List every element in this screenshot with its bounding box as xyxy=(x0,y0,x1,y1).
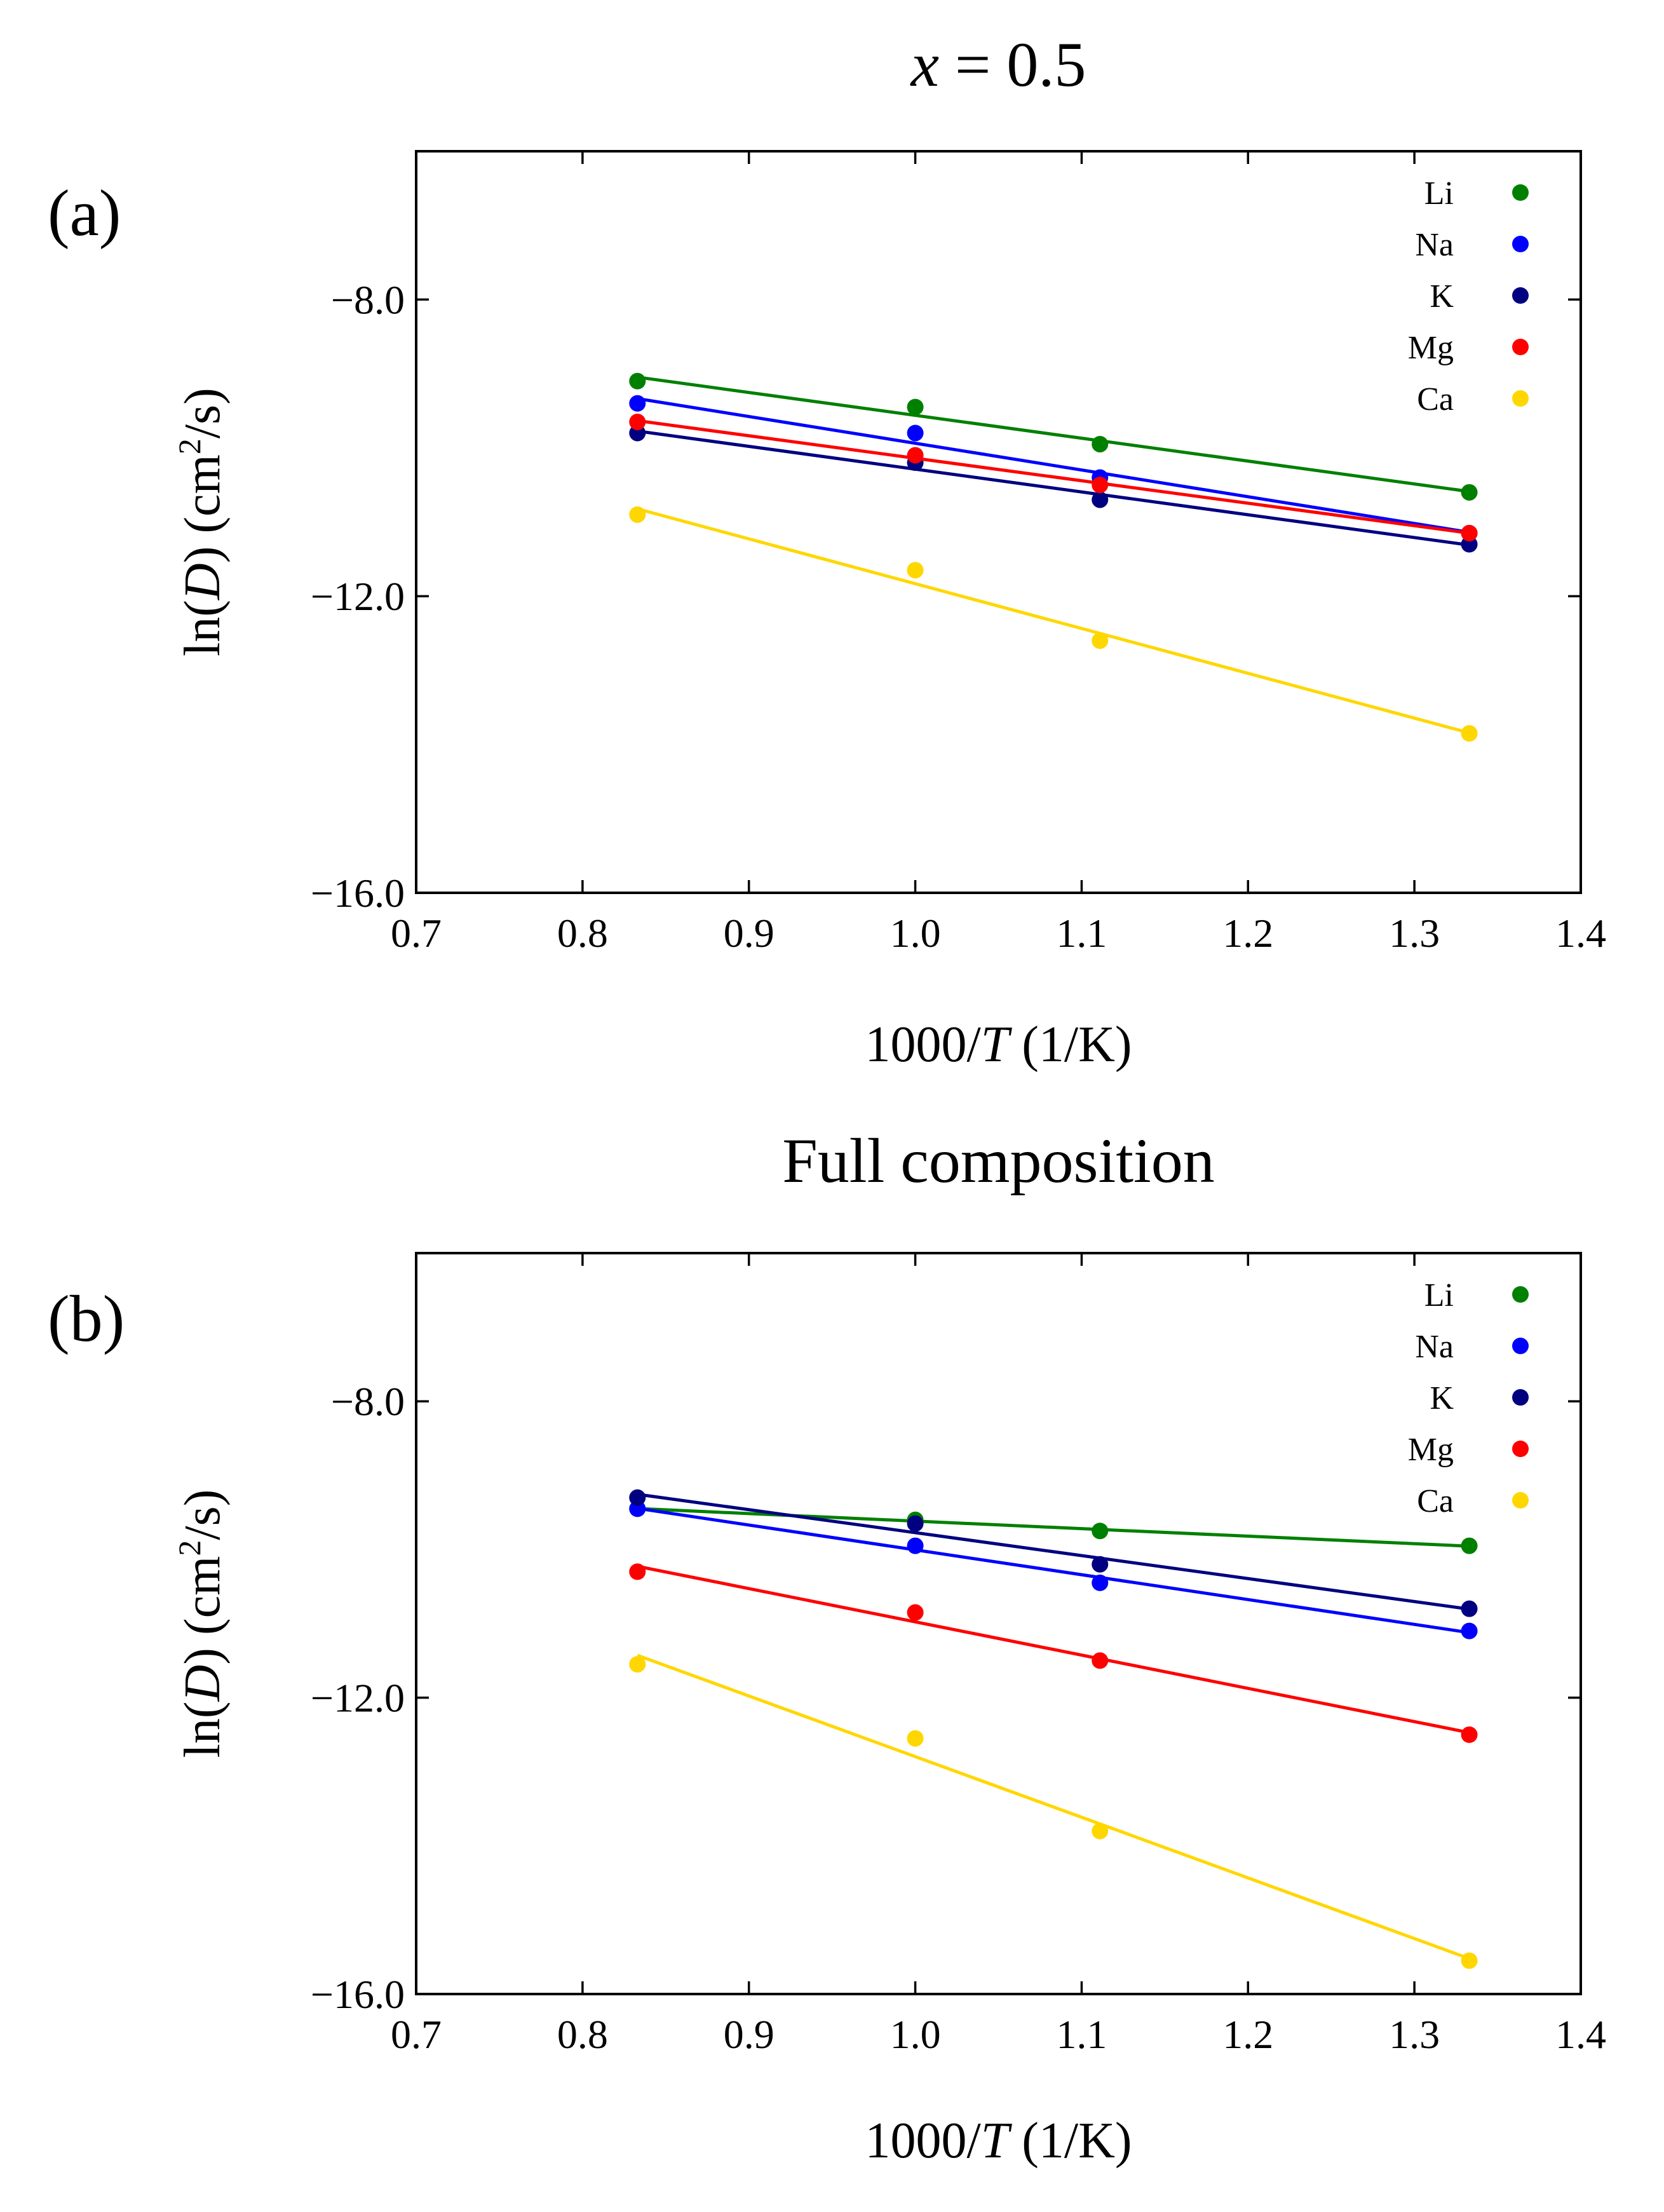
data-point-mg xyxy=(1461,1726,1478,1743)
data-point-mg xyxy=(1092,477,1109,494)
fit-line-ca xyxy=(637,507,1470,735)
legend-marker-na xyxy=(1512,236,1529,252)
data-point-mg xyxy=(907,447,924,464)
data-point-ca xyxy=(907,562,924,579)
legend-label-ca: Ca xyxy=(1417,381,1454,417)
panel-label: (a) xyxy=(48,177,121,250)
plot-frame xyxy=(415,1252,1582,1995)
data-point-k xyxy=(1092,1556,1109,1573)
fit-line-na xyxy=(637,397,1470,534)
data-point-mg xyxy=(629,1563,646,1580)
data-point-mg xyxy=(629,413,646,430)
x-tick-label: 1.0 xyxy=(890,2012,941,2057)
x-tick-label: 1.3 xyxy=(1389,2012,1440,2057)
data-point-ca xyxy=(1461,725,1478,742)
data-point-k xyxy=(1092,491,1109,508)
data-point-na xyxy=(629,395,646,412)
legend-marker-k xyxy=(1512,1389,1529,1406)
fit-line-mg xyxy=(637,419,1470,535)
legend-marker-mg xyxy=(1512,1441,1529,1457)
data-point-k xyxy=(1461,1600,1478,1617)
x-tick-label: 0.7 xyxy=(391,911,442,956)
data-point-mg xyxy=(1092,1652,1109,1669)
legend-label-mg: Mg xyxy=(1408,330,1454,366)
data-point-na xyxy=(907,424,924,442)
data-point-ca xyxy=(1461,1952,1478,1969)
data-point-mg xyxy=(1461,525,1478,542)
x-tick-label: 1.3 xyxy=(1389,911,1440,956)
legend-label-k: K xyxy=(1430,1380,1454,1416)
x-tick-label: 1.1 xyxy=(1056,911,1107,956)
legend-label-k: K xyxy=(1430,278,1454,315)
data-point-na xyxy=(1461,1622,1478,1639)
legend-label-li: Li xyxy=(1424,1277,1454,1313)
data-point-li xyxy=(1092,1523,1109,1540)
x-tick-label: 0.9 xyxy=(724,2012,775,2057)
fit-line-na xyxy=(637,1507,1470,1634)
chart-title-text: Full composition xyxy=(782,1125,1215,1196)
legend-marker-li xyxy=(1512,184,1529,201)
chart-panel-0: x = 0.5 (a) 0.7 0.8 0.9 1.0 1.1 1.2 1.3 1.4 −16.0 −… xyxy=(48,29,1606,1073)
x-tick-label: 0.8 xyxy=(557,2012,608,2057)
plot-frame xyxy=(415,150,1582,894)
data-point-li xyxy=(1461,1537,1478,1554)
data-point-li xyxy=(1092,435,1109,452)
y-tick-label: −8.0 xyxy=(331,277,405,322)
x-tick-label: 1.4 xyxy=(1555,2012,1606,2057)
legend-marker-k xyxy=(1512,287,1529,304)
x-tick-label: 1.4 xyxy=(1555,911,1606,956)
chart-title-text: = 0.5 xyxy=(939,29,1086,100)
x-tick-label: 0.9 xyxy=(724,911,775,956)
legend-marker-mg xyxy=(1512,339,1529,355)
y-tick-label: −8.0 xyxy=(331,1379,405,1424)
legend-marker-ca xyxy=(1512,390,1529,407)
y-tick-label: −12.0 xyxy=(311,574,405,619)
data-point-ca xyxy=(1092,1822,1109,1840)
data-point-li xyxy=(907,398,924,416)
x-tick-label: 1.0 xyxy=(890,911,941,956)
x-tick-label: 0.8 xyxy=(557,911,608,956)
x-tick-label: 1.2 xyxy=(1222,2012,1273,2057)
panel-label: (b) xyxy=(48,1282,125,1355)
data-point-na xyxy=(1092,1574,1109,1591)
y-tick-label: −16.0 xyxy=(311,871,405,916)
x-axis-title: 1000/T (1/K) xyxy=(865,1017,1132,1073)
x-tick-label: 0.7 xyxy=(391,2012,442,2057)
fit-line-k xyxy=(637,429,1470,547)
data-point-ca xyxy=(1092,632,1109,649)
legend-label-mg: Mg xyxy=(1408,1432,1454,1468)
legend-label-li: Li xyxy=(1424,175,1454,212)
data-point-ca xyxy=(629,506,646,523)
y-tick-label: −12.0 xyxy=(311,1676,405,1721)
data-point-k xyxy=(907,1515,924,1532)
chart-title: x = 0.5 xyxy=(910,29,1086,100)
y-tick-label: −16.0 xyxy=(311,1972,405,2017)
chart-title: Full composition xyxy=(782,1125,1215,1196)
data-point-ca xyxy=(907,1730,924,1747)
y-axis-title: ln(D) (cm2/s) xyxy=(172,388,231,656)
data-point-na xyxy=(907,1537,924,1554)
data-point-li xyxy=(1461,484,1478,501)
legend-marker-na xyxy=(1512,1338,1529,1354)
fit-line-li xyxy=(637,376,1470,493)
data-point-k xyxy=(629,1489,646,1506)
chart-title-var: x xyxy=(910,29,939,100)
x-tick-label: 1.2 xyxy=(1222,911,1273,956)
data-point-ca xyxy=(629,1656,646,1673)
legend-label-na: Na xyxy=(1415,1329,1454,1365)
data-point-li xyxy=(629,372,646,390)
legend-marker-ca xyxy=(1512,1492,1529,1509)
legend-marker-li xyxy=(1512,1286,1529,1303)
data-point-mg xyxy=(907,1604,924,1621)
fit-line-ca xyxy=(637,1653,1470,1960)
legend-label-ca: Ca xyxy=(1417,1483,1454,1519)
chart-panel-1: Full composition (b) 0.7 0.8 0.9 1.0 1.1 1.2 1.3… xyxy=(48,1125,1606,2169)
fit-line-k xyxy=(637,1493,1470,1611)
fit-line-mg xyxy=(637,1564,1470,1735)
x-tick-label: 1.1 xyxy=(1056,2012,1107,2057)
legend-label-na: Na xyxy=(1415,227,1454,263)
y-axis-title: ln(D) (cm2/s) xyxy=(172,1489,231,1758)
x-axis-title: 1000/T (1/K) xyxy=(865,2113,1132,2169)
